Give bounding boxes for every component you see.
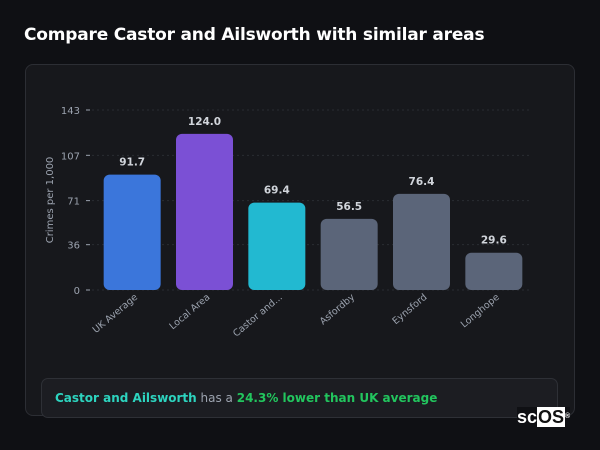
bar-value-label: 29.6 (481, 235, 507, 247)
insight-difference: 24.3% lower than UK average (236, 391, 438, 405)
insight-box: Castor and Ailsworth has a 24.3% lower t… (41, 378, 558, 418)
y-tick-label: 143 (61, 106, 80, 117)
x-tick-label: Longhope (459, 292, 502, 331)
x-tick-label: Local Area (167, 292, 212, 332)
y-tick-label: 107 (61, 151, 80, 162)
y-tick-label: 0 (74, 286, 80, 297)
x-tick-label: Castor and... (231, 292, 285, 340)
y-tick-label: 71 (67, 197, 80, 208)
y-axis-label: Crimes per 1,000 (45, 157, 56, 244)
insight-connector: has a (196, 391, 237, 405)
bar-value-label: 56.5 (336, 201, 362, 213)
page-title: Compare Castor and Ailsworth with simila… (24, 25, 485, 45)
bar[interactable] (248, 202, 306, 290)
bar[interactable] (103, 174, 161, 290)
bar[interactable] (176, 133, 233, 290)
bar-value-label: 69.4 (264, 185, 290, 197)
bar[interactable] (465, 252, 523, 290)
bar[interactable] (393, 193, 450, 290)
scos-logo: scOS® (517, 407, 571, 427)
x-tick-label: Eynsford (391, 292, 430, 327)
x-tick-label: UK Average (91, 292, 140, 336)
bar[interactable] (320, 218, 378, 290)
bar-value-label: 124.0 (188, 116, 221, 128)
bar-value-label: 76.4 (409, 176, 435, 188)
y-tick-label: 36 (67, 241, 80, 252)
bar-value-label: 91.7 (119, 157, 145, 169)
insight-place: Castor and Ailsworth (55, 391, 197, 405)
x-tick-label: Asfordby (318, 292, 358, 328)
